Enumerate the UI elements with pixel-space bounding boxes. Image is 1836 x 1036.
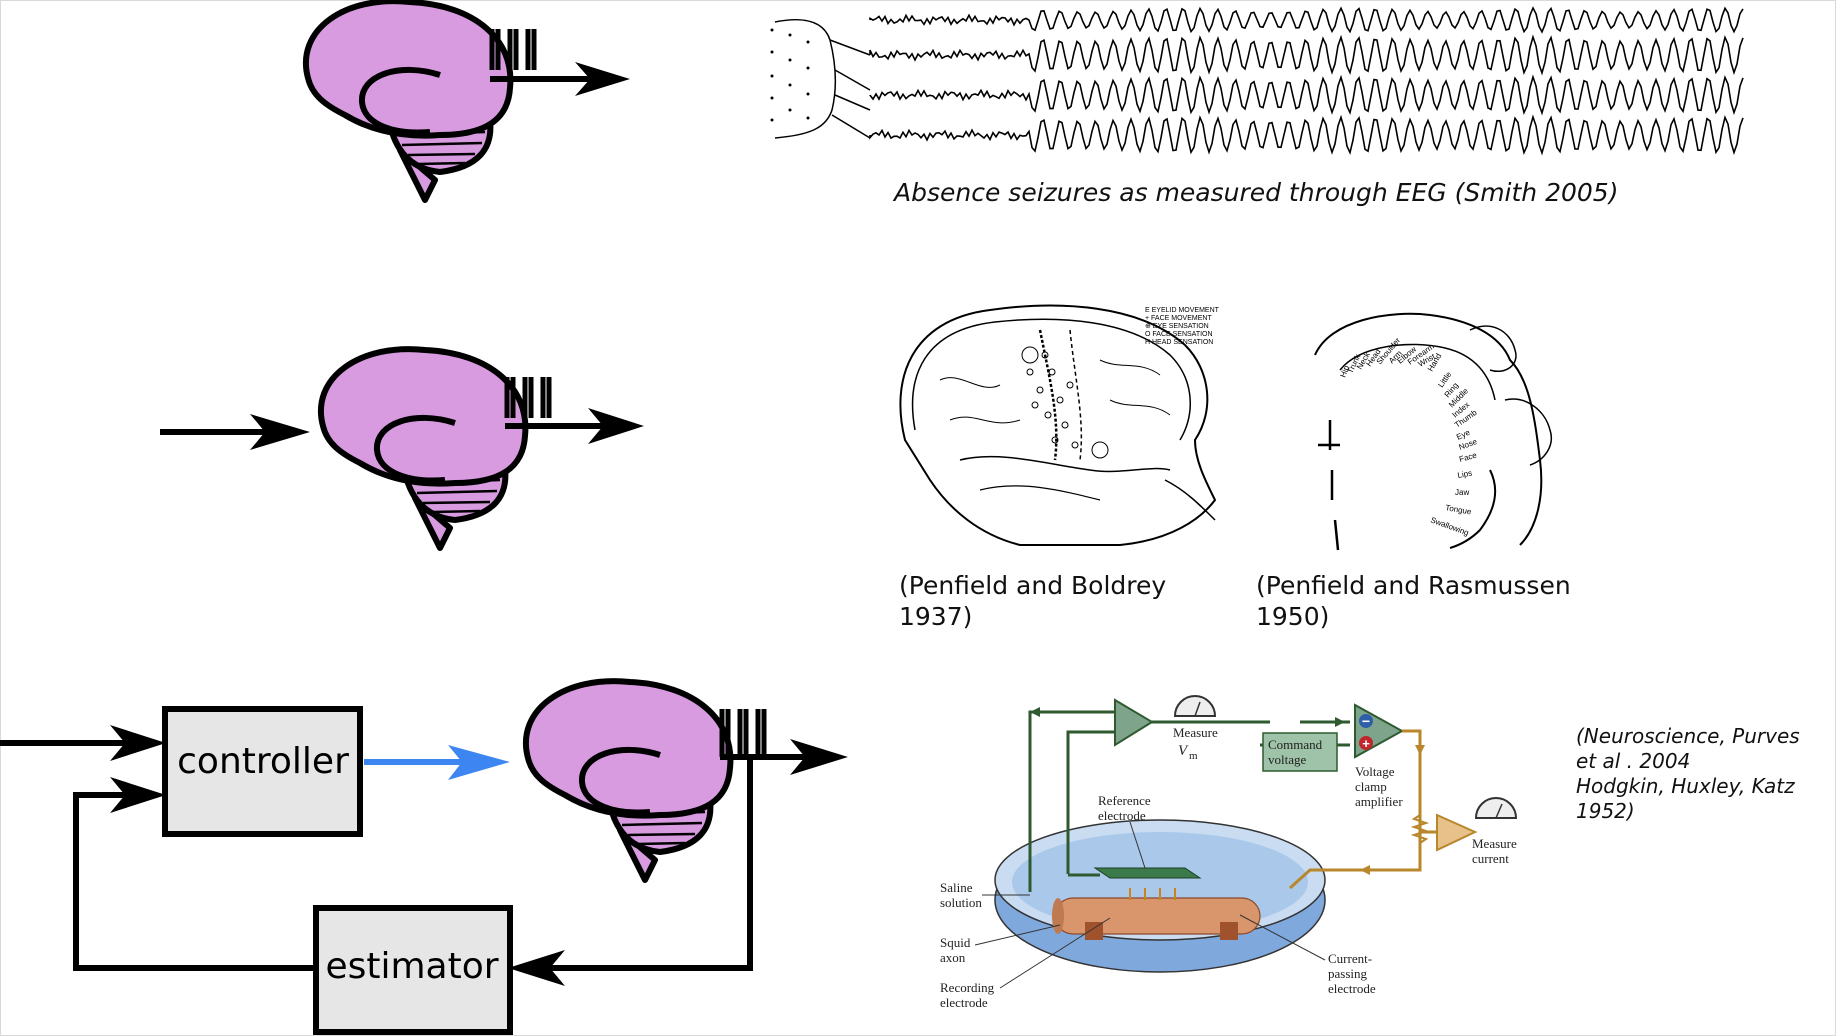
current-passing-label: passing — [1328, 966, 1368, 981]
arrowhead-icon — [508, 950, 565, 986]
estimate-line — [73, 792, 316, 971]
penfield-boldrey-map: E EYELID MOVEMENT + FACE MOVEMENT ⊕ EYE … — [899, 304, 1220, 546]
penfield-boldrey-caption: (Penfield and Boldrey 1937) — [899, 570, 1219, 632]
recording-electrode-label: Recording — [940, 980, 995, 995]
eeg-waveforms — [869, 6, 1744, 156]
minus-icon: − — [1362, 713, 1370, 729]
spike-train-icon — [489, 29, 537, 70]
spike-train-icon — [719, 709, 767, 757]
caption-line: (Penfield and Boldrey — [899, 571, 1167, 600]
brain-input-output — [160, 349, 644, 548]
voltage-clamp-figure: − + Measure V m Command voltage Voltage … — [940, 695, 1518, 1010]
arrowhead-icon — [588, 408, 644, 444]
arrowhead-icon — [250, 414, 310, 450]
map-legend-line: H HEAD SENSATION — [1145, 339, 1213, 346]
saline-label: Saline — [940, 880, 973, 895]
command-voltage-label: Command — [1268, 737, 1323, 752]
caption-line: (Neuroscience, Purves — [1576, 724, 1800, 748]
caption-line: 1952) — [1576, 799, 1635, 823]
penfield-rasmussen-homunculus: Hip Trunk Neck Head Shoulder Arm Elbow F… — [1314, 312, 1552, 551]
homunculus-label: Lips — [1457, 469, 1473, 480]
homunculus-label: Swallowing — [1429, 515, 1470, 537]
squid-axon-label: axon — [940, 950, 966, 965]
command-voltage-label: voltage — [1268, 752, 1306, 767]
vm-subscript-label: m — [1189, 750, 1198, 762]
homunculus-label: Jaw — [1455, 488, 1469, 497]
recording-electrode-label: electrode — [940, 995, 988, 1010]
homunculus-label: Tongue — [1445, 503, 1473, 517]
caption-line: (Penfield and Rasmussen — [1256, 571, 1571, 600]
caption-line: et al . 2004 — [1576, 749, 1691, 773]
homunculus-labels: Hip Trunk Neck Head Shoulder Arm Elbow F… — [1338, 336, 1479, 538]
map-legend-line: ⊕ EYE SENSATION — [1145, 323, 1209, 330]
brain-icon — [526, 681, 730, 880]
squid-axon-label: Squid — [940, 935, 971, 950]
feedback-line — [530, 757, 753, 971]
arrowhead-icon — [448, 745, 510, 780]
arrowhead-icon — [575, 62, 630, 96]
spike-train-icon — [504, 377, 552, 418]
homunculus-label: Face — [1458, 450, 1478, 463]
caption-line: Hodgkin, Huxley, Katz — [1576, 774, 1795, 798]
measure-current-label: Measure — [1472, 836, 1517, 851]
map-legend-line: + FACE MOVEMENT — [1145, 315, 1212, 322]
brain-output-only — [306, 1, 630, 200]
eeg-caption: Absence seizures as measured through EEG… — [894, 178, 1619, 207]
eeg-trace-figure — [770, 6, 1745, 156]
current-passing-label: electrode — [1328, 981, 1376, 996]
map-legend-line: E EYELID MOVEMENT — [1145, 307, 1220, 314]
amplifier-label: amplifier — [1355, 794, 1403, 809]
reference-electrode-label: Reference — [1098, 793, 1151, 808]
arrowhead-icon — [790, 739, 848, 775]
neuroscience-caption: (Neuroscience, Purves et al . 2004 Hodgk… — [1576, 724, 1826, 824]
estimator-label: estimator — [325, 946, 498, 987]
controller-box — [162, 706, 363, 837]
brain-icon — [321, 349, 525, 548]
current-passing-label: Current- — [1328, 951, 1372, 966]
arrowhead-icon — [110, 777, 166, 813]
saline-label: solution — [940, 895, 982, 910]
caption-line: 1950) — [1256, 602, 1330, 631]
caption-line: 1937) — [899, 602, 973, 631]
arrowhead-icon — [110, 725, 166, 761]
measure-current-label: current — [1472, 851, 1509, 866]
homunculus-label: Hip — [1338, 364, 1351, 379]
amplifier-label: clamp — [1355, 779, 1387, 794]
reference-electrode-label: electrode — [1098, 808, 1146, 823]
controller-label: controller — [177, 741, 349, 782]
penfield-rasmussen-caption: (Penfield and Rasmussen 1950) — [1256, 570, 1616, 632]
brain-icon — [306, 1, 510, 200]
closed-loop-diagram: controller estimator — [0, 681, 848, 1035]
map-legend-line: O FACE SENSATION — [1145, 331, 1213, 338]
amplifier-label: Voltage — [1355, 764, 1395, 779]
measure-vm-label: Measure — [1173, 725, 1218, 740]
plus-icon: + — [1362, 736, 1370, 751]
vm-symbol-label: V — [1178, 743, 1189, 759]
